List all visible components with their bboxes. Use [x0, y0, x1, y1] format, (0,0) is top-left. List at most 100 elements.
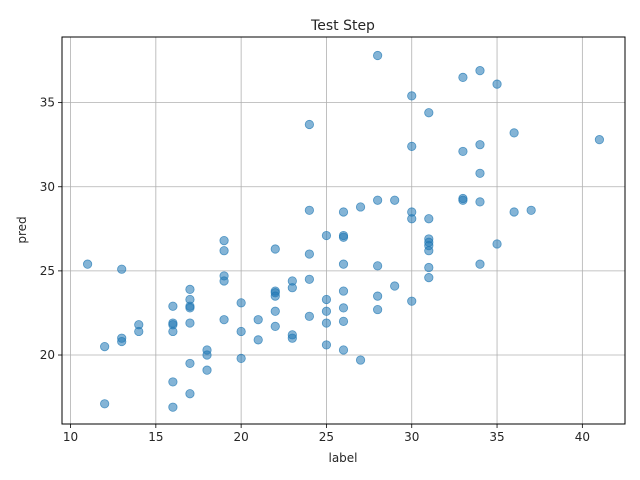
scatter-point: [338, 286, 349, 296]
scatter-point: [407, 91, 417, 101]
scatter-point: [373, 261, 383, 271]
scatter-point: [355, 355, 366, 365]
scatter-point: [202, 350, 212, 360]
scatter-point: [424, 108, 434, 118]
scatter-point: [407, 141, 417, 151]
scatter-point: [219, 235, 229, 246]
scatter-point: [185, 389, 195, 399]
scatter-point: [424, 214, 434, 224]
scatter-point: [219, 315, 229, 325]
scatter-point: [424, 262, 434, 273]
scatter-point: [475, 168, 485, 178]
scatter-point: [117, 336, 127, 347]
scatter-point: [338, 303, 349, 313]
scatter-point: [526, 205, 536, 215]
scatter-point: [100, 399, 110, 409]
y-tick-label: 25: [40, 264, 55, 278]
scatter-point: [492, 79, 502, 89]
scatter-point: [355, 202, 366, 212]
scatter-point: [458, 72, 468, 82]
scatter-point: [338, 232, 349, 242]
x-tick-label: 30: [404, 430, 419, 444]
scatter-point: [134, 326, 144, 337]
scatter-point: [185, 358, 195, 369]
x-axis: 10 15 20 25 30 35 40: [63, 424, 590, 444]
scatter-point: [373, 50, 383, 61]
scatter-point: [321, 294, 332, 305]
scatter-point: [304, 311, 314, 321]
scatter-point: [338, 207, 349, 217]
scatter-point: [509, 207, 519, 217]
scatter-point: [338, 345, 349, 355]
y-tick-label: 30: [40, 180, 55, 194]
scatter-point: [270, 321, 280, 332]
grid-lines: [62, 37, 625, 424]
scatter-point: [475, 197, 485, 207]
scatter-point: [100, 341, 110, 352]
x-axis-label: label: [328, 451, 357, 465]
scatter-point: [321, 318, 332, 328]
data-points: [82, 50, 605, 412]
scatter-point: [219, 276, 229, 286]
scatter-point: [304, 249, 314, 259]
scatter-point: [168, 402, 178, 412]
scatter-point: [373, 195, 383, 205]
scatter-point: [236, 353, 246, 363]
scatter-point: [117, 264, 127, 274]
plot-frame: [61, 36, 626, 425]
scatter-point: [185, 284, 195, 294]
scatter-point: [270, 244, 280, 254]
y-tick-label: 20: [40, 348, 55, 362]
scatter-point: [407, 296, 417, 306]
scatter-point: [185, 318, 195, 328]
scatter-point: [287, 283, 297, 293]
scatter-point: [168, 301, 178, 311]
scatter-point: [304, 119, 314, 130]
y-axis-label: pred: [15, 216, 29, 243]
scatter-point: [594, 135, 605, 145]
scatter-point: [270, 306, 280, 316]
scatter-point: [458, 146, 468, 157]
scatter-point: [82, 259, 93, 269]
scatter-point: [321, 230, 332, 241]
scatter-point: [236, 298, 246, 308]
y-tick-label: 35: [40, 96, 55, 110]
x-tick-label: 25: [319, 430, 334, 444]
scatter-point: [424, 246, 434, 256]
scatter-point: [475, 259, 485, 269]
scatter-point: [168, 377, 178, 387]
x-tick-label: 40: [575, 430, 590, 444]
y-axis: 20 25 30 35: [40, 96, 62, 362]
scatter-point: [373, 304, 383, 315]
scatter-point: [253, 335, 263, 345]
scatter-point: [373, 291, 383, 301]
x-tick-label: 20: [233, 430, 248, 444]
scatter-point: [492, 239, 502, 249]
scatter-point: [185, 303, 195, 313]
scatter-point: [270, 291, 280, 301]
scatter-point: [407, 214, 417, 224]
scatter-point: [390, 195, 400, 205]
scatter-point: [509, 128, 519, 138]
scatter-point: [338, 316, 349, 326]
scatter-point: [219, 246, 229, 256]
scatter-point: [390, 281, 400, 291]
scatter-point: [236, 326, 246, 337]
scatter-point: [304, 274, 314, 284]
scatter-point: [304, 205, 314, 215]
scatter-point: [321, 306, 332, 316]
scatter-point: [475, 140, 485, 150]
scatter-point: [424, 273, 434, 283]
x-tick-label: 35: [489, 430, 504, 444]
scatter-point: [321, 340, 332, 350]
scatter-point: [338, 259, 349, 269]
scatter-point: [202, 365, 212, 375]
chart-title: Test Step: [310, 18, 375, 34]
scatter-point: [253, 315, 263, 325]
scatter-point: [287, 333, 297, 343]
x-tick-label: 10: [63, 430, 78, 444]
x-tick-label: 15: [148, 430, 163, 444]
scatter-point: [168, 326, 178, 337]
